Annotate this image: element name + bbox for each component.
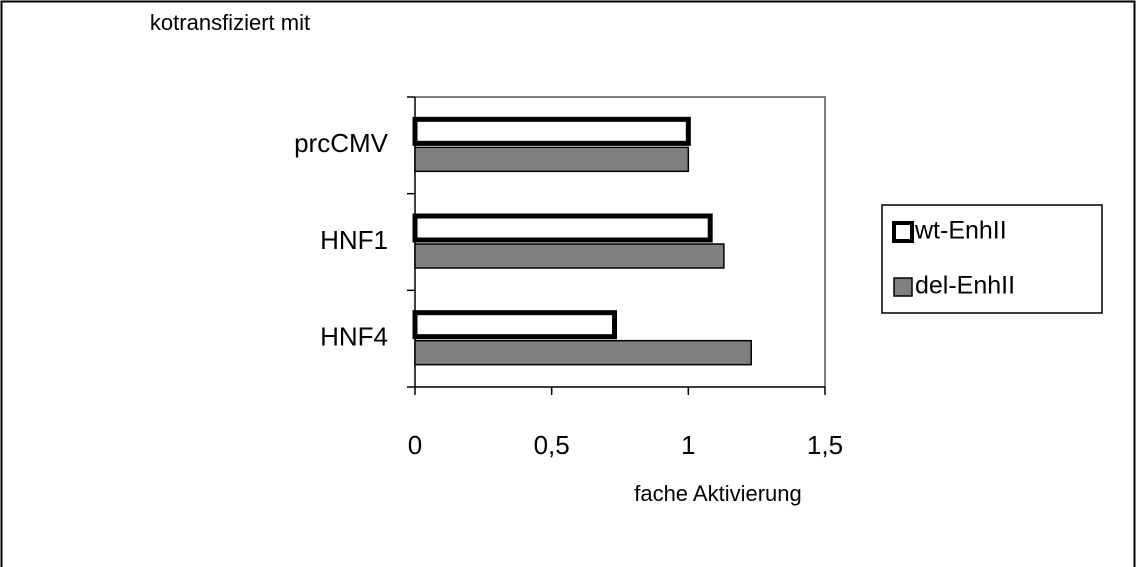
plot-frame [415,96,826,387]
y-tick-label: prcCMV [294,128,389,158]
x-tick-label: 1 [681,430,695,460]
bar [412,213,713,243]
y-tick-label: HNF4 [320,322,388,352]
y-axis-label: kotransfiziert mit [149,10,311,35]
bar [412,116,691,146]
legend-box [881,204,1103,314]
x-tick-label: 0,5 [534,430,570,460]
legend-swatch [893,277,913,297]
legend-label: del-EnhII [915,272,1015,300]
legend-swatch [892,221,914,243]
x-tick-label: 0 [408,430,422,460]
x-tick-label: 1,5 [807,430,843,460]
legend-label: wt-EnhII [914,217,1007,245]
y-tick-label: HNF1 [320,225,388,255]
x-axis-label: fache Aktivierung [634,481,802,506]
bar [412,310,618,340]
bar [414,146,690,173]
bar [414,243,725,269]
bar [414,339,752,366]
